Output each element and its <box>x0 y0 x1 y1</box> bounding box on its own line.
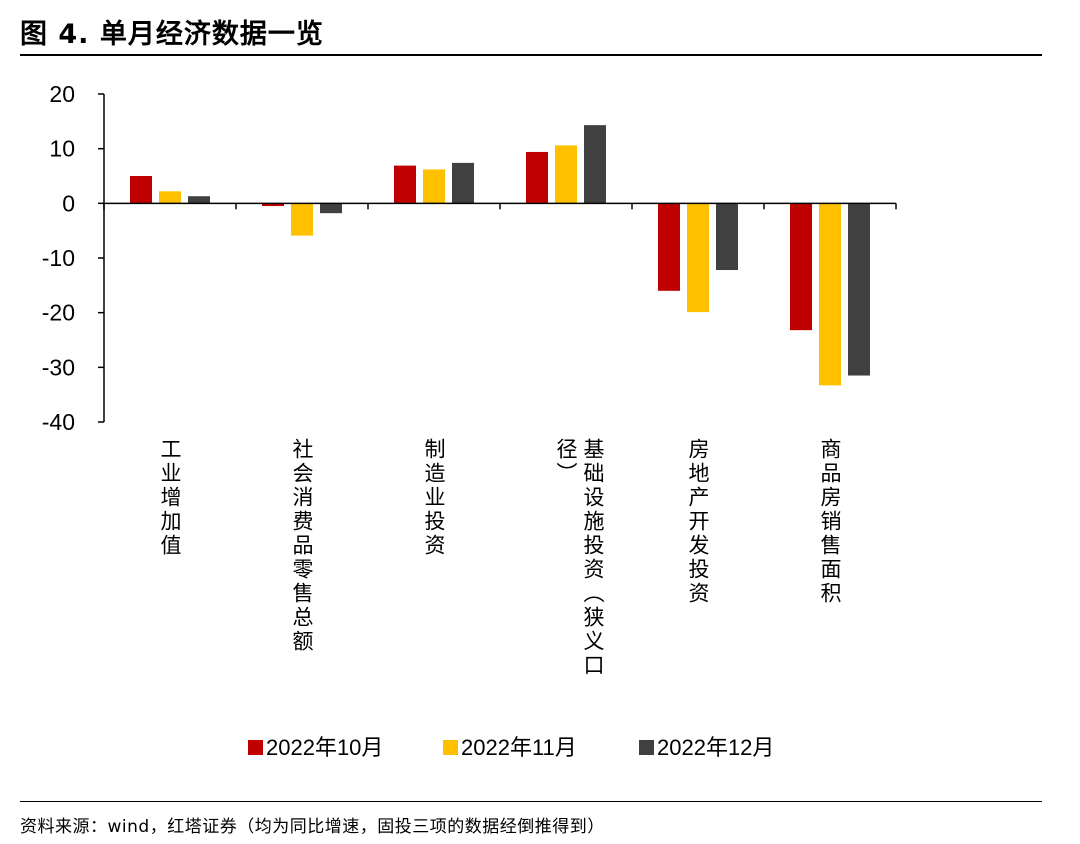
source-note: 资料来源：wind，红塔证券（均为同比增速，固投三项的数据经倒推得到） <box>20 817 605 837</box>
y-tick-label: -40 <box>42 409 75 435</box>
bar <box>130 176 152 204</box>
legend-label: 2022年10月 <box>266 735 383 760</box>
bar <box>262 203 284 207</box>
legend-swatch <box>248 740 263 755</box>
category-label: 商品房销售面积 <box>818 438 842 606</box>
legend: 2022年10月 2022年11月 2022年12月 <box>248 735 774 760</box>
bar <box>848 203 870 376</box>
bar <box>584 125 606 204</box>
category-label: 工业增加值 <box>158 438 182 558</box>
bar <box>687 203 709 313</box>
y-axis: 20 10 0 -10 -20 -30 -40 <box>42 81 105 435</box>
bar <box>790 203 812 331</box>
bar <box>819 203 841 386</box>
bar <box>452 162 474 204</box>
bars <box>130 125 870 386</box>
legend-label: 2022年12月 <box>657 735 774 760</box>
y-tick-label: 0 <box>62 190 75 216</box>
bar <box>555 145 577 204</box>
y-tick-label: -10 <box>42 245 75 271</box>
bar <box>320 203 342 214</box>
y-tick-label: -20 <box>42 300 75 326</box>
bar <box>394 165 416 204</box>
category-label: 制造业投资 <box>422 438 446 558</box>
bar <box>526 151 548 204</box>
figure-title: 图 4. 单月经济数据一览 <box>20 19 324 50</box>
y-tick-label: 20 <box>49 81 75 107</box>
bar <box>188 196 210 204</box>
bar <box>658 203 680 291</box>
y-tick-label: 10 <box>49 136 75 162</box>
x-axis <box>103 202 897 210</box>
y-tick-label: -30 <box>42 354 75 380</box>
category-label: 房地产开发投资 <box>686 438 710 606</box>
bar <box>423 169 445 204</box>
bar <box>159 191 181 204</box>
category-label: 社会消费品零售总额 <box>290 438 314 654</box>
bar <box>716 203 738 271</box>
category-label: 基础设施投资（狭义口径） <box>554 438 605 678</box>
bar <box>291 203 313 236</box>
title-rule <box>20 54 1042 56</box>
legend-label: 2022年11月 <box>461 735 577 760</box>
legend-swatch <box>443 740 458 755</box>
legend-swatch <box>639 740 654 755</box>
source-rule <box>20 801 1042 802</box>
